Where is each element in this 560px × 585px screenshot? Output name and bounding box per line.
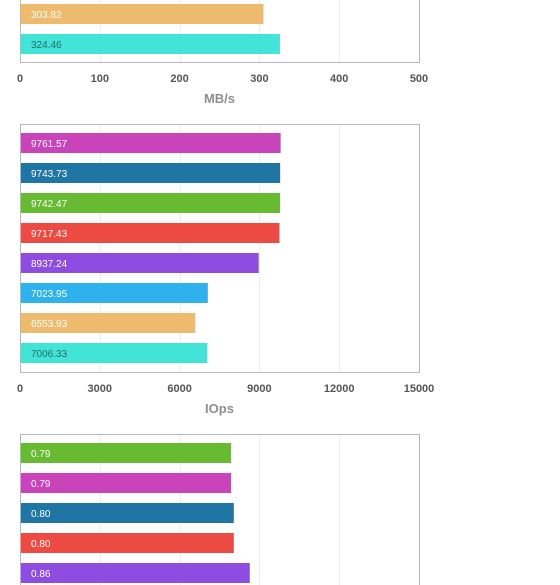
x-tick-label: 300 xyxy=(250,73,268,85)
bar-value-label: 9717.43 xyxy=(31,229,68,240)
chart-2: 9761.57 9743.73 9742.47 9717.43 8937.24 7023.… xyxy=(17,124,435,416)
x-tick-label: 500 xyxy=(410,73,428,85)
plot-frame xyxy=(20,124,420,373)
bar xyxy=(21,163,281,183)
bar-value-label: 303.82 xyxy=(31,10,62,21)
bar-value-label: 8937.24 xyxy=(31,259,68,270)
bar xyxy=(21,223,280,243)
bar xyxy=(21,343,208,363)
bar-value-label: 0.80 xyxy=(31,509,51,520)
bar-value-label: 0.79 xyxy=(31,479,51,490)
x-tick-label: 6000 xyxy=(167,383,191,395)
bar xyxy=(21,443,232,463)
bar-value-label: 0.86 xyxy=(31,569,51,580)
bar-value-label: 6553.93 xyxy=(31,319,68,330)
bar xyxy=(21,253,259,273)
x-axis-label: IOps xyxy=(205,401,234,416)
bar-value-label: 9742.47 xyxy=(31,199,68,210)
chart-3: 0.79 0.79 0.80 0.80 0.86 xyxy=(20,434,420,585)
bar xyxy=(21,503,234,523)
x-tick-label: 400 xyxy=(330,73,348,85)
bar-value-label: 9761.57 xyxy=(31,139,68,150)
x-tick-label: 9000 xyxy=(247,383,271,395)
bar xyxy=(21,313,196,333)
chart-1: 303.82 324.46 0 100 200 300 400 500 MB/s xyxy=(17,0,428,106)
bar xyxy=(21,4,264,24)
bar-value-label: 7023.95 xyxy=(31,289,68,300)
x-tick-label: 0 xyxy=(17,73,23,85)
bar-value-label: 7006.33 xyxy=(31,349,68,360)
x-tick-label: 100 xyxy=(91,73,109,85)
bar xyxy=(21,563,250,583)
bar xyxy=(21,133,281,153)
bar-value-label: 0.79 xyxy=(31,449,51,460)
bar xyxy=(21,473,232,493)
bar-value-label: 324.46 xyxy=(31,40,62,51)
bar xyxy=(21,533,234,553)
bar-value-label: 9743.73 xyxy=(31,169,68,180)
x-tick-label: 200 xyxy=(170,73,188,85)
x-tick-label: 3000 xyxy=(88,383,112,395)
x-tick-label: 12000 xyxy=(324,383,355,395)
bar xyxy=(21,193,281,213)
bar-value-label: 0.80 xyxy=(31,539,51,550)
bar xyxy=(21,34,280,54)
bar xyxy=(21,283,208,303)
x-tick-label: 15000 xyxy=(404,383,435,395)
x-axis-label: MB/s xyxy=(204,91,235,106)
x-tick-label: 0 xyxy=(17,383,23,395)
